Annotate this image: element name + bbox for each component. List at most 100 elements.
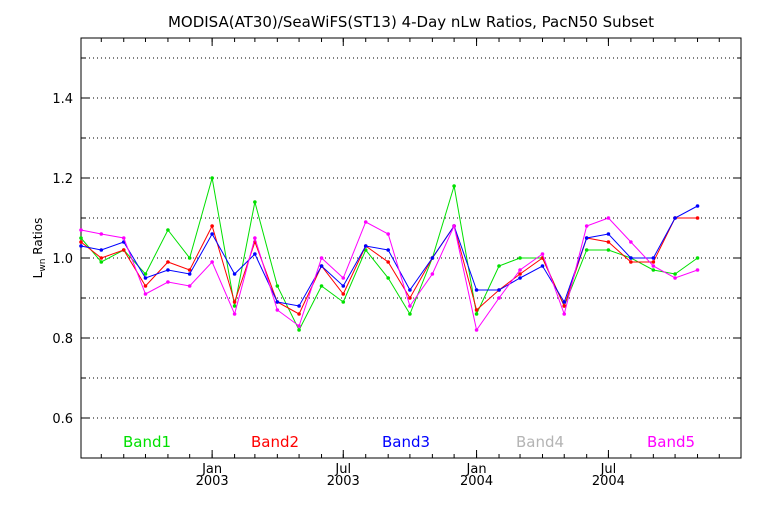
data-point-band2 — [232, 300, 237, 304]
data-point-band1 — [408, 312, 412, 316]
x-tick-label: Jan — [201, 462, 222, 477]
data-point-band3 — [629, 256, 633, 260]
data-point-band3 — [540, 264, 545, 268]
legend-label-band1: Band1 — [123, 433, 171, 451]
data-point-band5 — [474, 328, 479, 332]
data-point-band2 — [408, 296, 412, 300]
data-point-band5 — [430, 272, 435, 276]
legend-label-band3: Band3 — [382, 433, 430, 451]
data-point-band5 — [408, 304, 412, 308]
y-tick-label: 1.2 — [52, 172, 73, 187]
legend: Band1 Band2 Band3 Band4 Band5 — [123, 433, 695, 451]
data-point-band5 — [232, 312, 237, 316]
data-point-band3 — [79, 244, 83, 248]
data-point-band2 — [695, 216, 700, 220]
data-point-band3 — [606, 232, 611, 236]
data-point-band1 — [474, 312, 479, 316]
data-point-band2 — [121, 248, 126, 252]
data-point-band3 — [275, 300, 280, 304]
data-point-band1 — [232, 304, 237, 308]
x-tick-label: Jul — [600, 462, 617, 477]
x-tick-label: Jan — [466, 462, 487, 477]
data-point-band3 — [363, 244, 368, 248]
y-tick-label: 1.4 — [52, 92, 73, 107]
data-point-band3 — [253, 252, 257, 256]
data-point-band1 — [319, 284, 324, 288]
data-point-band5 — [79, 228, 83, 232]
series-line-band3 — [80, 205, 698, 307]
data-point-band3 — [319, 264, 324, 268]
series-line-band1 — [80, 177, 698, 332]
data-point-band1 — [497, 264, 501, 268]
data-point-band5 — [606, 216, 611, 220]
data-point-band1 — [79, 236, 83, 240]
data-point-band2 — [629, 260, 633, 264]
data-point-band1 — [297, 328, 301, 332]
data-point-band2 — [518, 272, 522, 276]
x-tick-label: Jul — [334, 462, 351, 477]
data-point-band3 — [408, 288, 412, 292]
data-point-band3 — [673, 216, 677, 220]
data-point-band1 — [99, 260, 104, 264]
chart-title: MODISA(AT30)/SeaWiFS(ST13) 4-Day nLw Rat… — [168, 13, 654, 31]
y-axis-label: Lwn Ratios — [31, 218, 48, 279]
y-tick-label: 0.8 — [52, 332, 73, 347]
data-point-band3 — [341, 284, 346, 288]
data-point-band5 — [319, 256, 324, 260]
data-point-band1 — [143, 272, 148, 276]
data-point-band1 — [584, 248, 589, 252]
data-point-band5 — [341, 276, 346, 280]
y-tick-label: 1.0 — [52, 252, 73, 267]
data-point-band3 — [166, 268, 170, 272]
x-tick-year-label: 2003 — [327, 474, 360, 489]
data-point-band5 — [629, 240, 633, 244]
data-point-band2 — [99, 256, 104, 260]
data-point-band1 — [341, 300, 346, 304]
data-point-band3 — [99, 248, 104, 252]
series-line-band2 — [80, 217, 698, 315]
data-point-band2 — [297, 312, 301, 316]
data-point-band5 — [210, 260, 214, 264]
data-point-band1 — [651, 268, 656, 272]
y-axis: 0.6 0.8 1.0 1.2 1.4 — [52, 57, 741, 459]
data-point-band5 — [584, 224, 589, 228]
data-point-band1 — [210, 176, 214, 180]
data-point-band3 — [430, 256, 435, 260]
data-point-band1 — [518, 256, 522, 260]
data-point-band1 — [606, 248, 611, 252]
x-tick-year-label: 2004 — [460, 474, 493, 489]
y-tick-label: 0.6 — [52, 412, 73, 427]
data-point-band3 — [297, 304, 301, 308]
data-point-band5 — [562, 312, 567, 316]
data-point-band2 — [341, 292, 346, 296]
data-point-band5 — [143, 292, 148, 296]
data-point-band3 — [518, 276, 522, 280]
data-point-band3 — [187, 272, 192, 276]
data-point-band3 — [210, 232, 214, 236]
data-point-band2 — [166, 260, 170, 264]
data-point-band2 — [79, 240, 83, 244]
data-point-band5 — [187, 284, 192, 288]
legend-label-band2: Band2 — [251, 433, 299, 451]
data-point-band5 — [121, 236, 126, 240]
data-point-band1 — [695, 256, 700, 260]
data-point-band2 — [562, 304, 567, 308]
data-point-band5 — [695, 268, 700, 272]
data-point-band1 — [673, 272, 677, 276]
series-group — [79, 176, 700, 332]
legend-label-band4: Band4 — [516, 433, 564, 451]
data-point-band2 — [651, 260, 656, 264]
plot-frame — [80, 37, 742, 459]
data-point-band1 — [452, 184, 456, 188]
data-point-band3 — [562, 300, 567, 304]
data-point-band3 — [474, 288, 479, 292]
data-point-band5 — [651, 264, 656, 268]
data-point-band3 — [584, 236, 589, 240]
x-tick-year-label: 2004 — [592, 474, 625, 489]
data-point-band3 — [497, 288, 501, 292]
data-point-band5 — [363, 220, 368, 224]
data-point-band3 — [232, 272, 237, 276]
data-point-band5 — [166, 280, 170, 284]
